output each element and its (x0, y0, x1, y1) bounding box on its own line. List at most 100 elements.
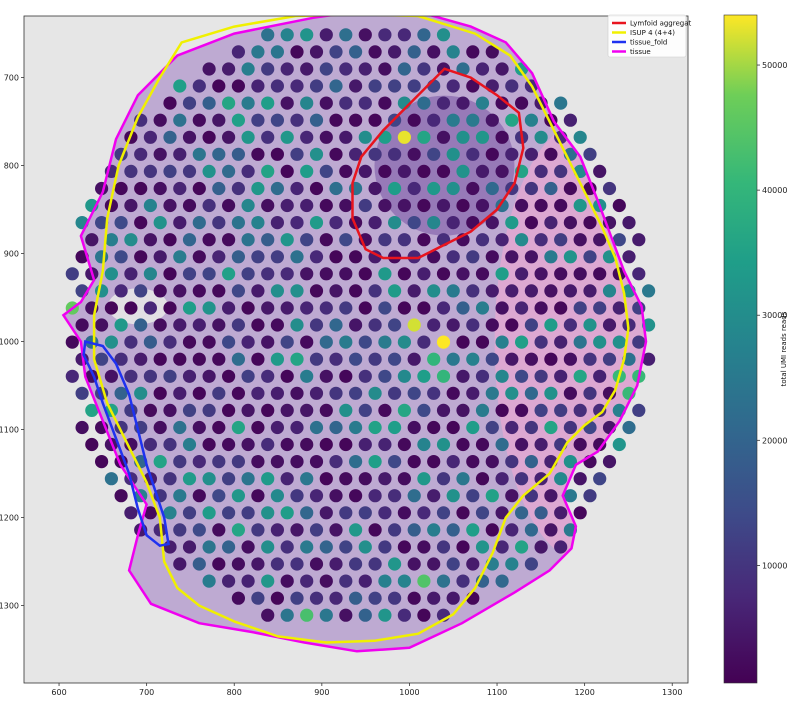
spot (436, 164, 451, 178)
spot (378, 506, 392, 520)
spot (358, 574, 372, 588)
spot (173, 489, 187, 503)
spot (339, 198, 353, 213)
spot (368, 45, 382, 59)
spot (153, 147, 167, 161)
spot (573, 233, 587, 247)
spot (358, 506, 372, 520)
spot (378, 403, 392, 417)
spot (163, 472, 177, 486)
colorbar-label: total UMI reads reads (780, 311, 788, 386)
spot (358, 198, 372, 213)
spot (524, 386, 539, 400)
spot (300, 198, 314, 213)
spot (290, 113, 304, 127)
spot (583, 420, 597, 435)
spot (466, 557, 480, 571)
spot (182, 369, 197, 383)
spot (65, 335, 79, 349)
spot (153, 318, 167, 332)
spot (524, 318, 539, 332)
spot (202, 335, 216, 349)
spot (407, 591, 421, 605)
spot (427, 318, 441, 332)
spot (632, 335, 646, 349)
spot (544, 181, 558, 196)
spot (300, 130, 314, 144)
spot (329, 284, 343, 298)
spot (339, 335, 353, 349)
spot (212, 352, 226, 366)
spot (251, 591, 265, 605)
spot (407, 557, 421, 571)
spot (475, 96, 490, 110)
annotation-tissue (61, 16, 648, 653)
spot (143, 301, 157, 315)
spot (436, 96, 451, 110)
spot (563, 455, 578, 469)
spot (388, 45, 402, 59)
spot (300, 369, 314, 383)
spot (466, 250, 480, 264)
spot (427, 489, 441, 503)
spot (505, 352, 519, 366)
spot (349, 318, 363, 332)
spot (534, 198, 548, 213)
spot (290, 523, 304, 537)
spot (182, 130, 197, 144)
spot (593, 267, 607, 281)
x-tick-label: 1300 (662, 688, 682, 697)
spot (280, 233, 294, 247)
spot (182, 506, 197, 520)
annotation-tissue-fold (82, 340, 170, 548)
spot (163, 540, 177, 554)
spot (261, 369, 275, 383)
spot (427, 181, 441, 196)
spot (544, 318, 558, 332)
spot (358, 130, 372, 144)
colorbar-tick-label: 20000 (762, 436, 787, 445)
spot (427, 147, 441, 161)
spot (329, 79, 343, 93)
spot (309, 318, 324, 332)
spot (563, 284, 578, 298)
spot (241, 62, 255, 76)
spot (505, 284, 519, 298)
spot (212, 79, 226, 93)
spot (485, 181, 499, 196)
spot (563, 181, 578, 196)
spot (417, 96, 431, 110)
spot (241, 198, 255, 213)
spot (261, 335, 275, 349)
spot (134, 181, 148, 196)
spot (466, 79, 480, 93)
spot (143, 130, 157, 144)
spot (182, 198, 197, 213)
spot (231, 420, 245, 435)
spot (241, 233, 255, 247)
spot (202, 574, 216, 588)
spot (319, 506, 333, 520)
spot (475, 198, 490, 213)
spot (212, 216, 226, 230)
spot (319, 574, 333, 588)
spot (329, 250, 343, 264)
spot (475, 62, 490, 76)
spot (202, 233, 216, 247)
spot (524, 216, 539, 230)
spot (290, 250, 304, 264)
spot (466, 455, 480, 469)
spot (124, 198, 138, 213)
spot (436, 130, 451, 144)
spot (349, 386, 363, 400)
spot (456, 403, 470, 417)
spot (515, 437, 529, 452)
spot (583, 147, 597, 161)
spot (251, 79, 265, 93)
spot (417, 369, 431, 383)
spot (427, 216, 441, 230)
spot (104, 301, 118, 315)
spot (456, 437, 470, 452)
spot (349, 79, 363, 93)
